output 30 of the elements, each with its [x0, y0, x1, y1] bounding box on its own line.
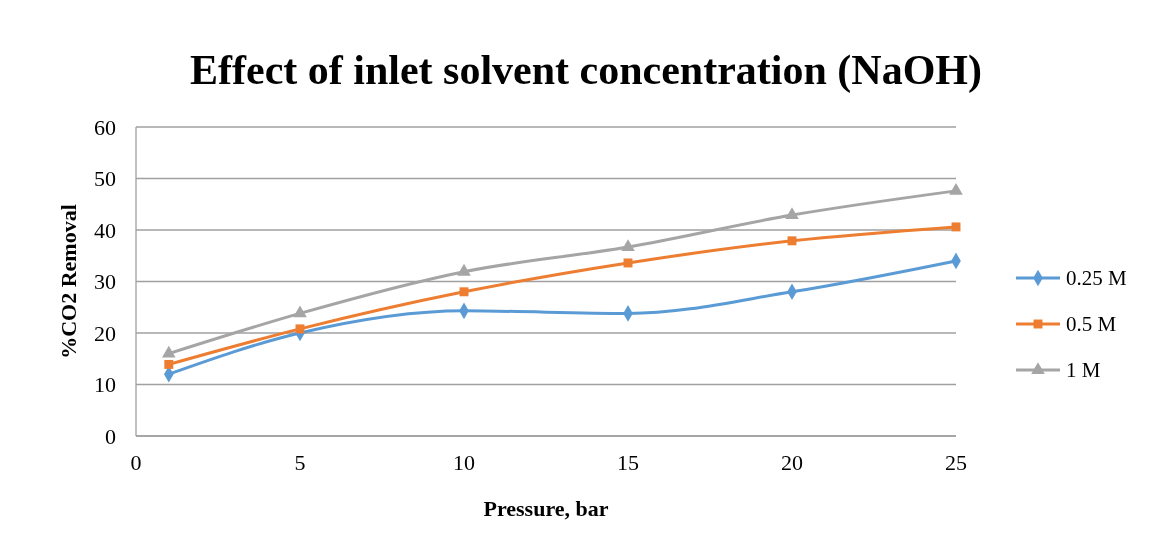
y-tick-label: 30 — [94, 269, 116, 295]
y-tick-label: 60 — [94, 114, 116, 140]
y-tick-label: 50 — [94, 166, 116, 192]
point — [621, 239, 635, 251]
point — [623, 258, 633, 268]
point — [164, 359, 174, 369]
y-tick-label: 40 — [94, 217, 116, 243]
legend-label: 1 M — [1066, 358, 1101, 383]
x-tick-label: 25 — [945, 450, 967, 475]
legend-label: 0.25 M — [1066, 266, 1127, 291]
y-tick-label: 0 — [105, 423, 116, 449]
y-tick-label: 20 — [94, 320, 116, 346]
x-tick-label: 0 — [130, 450, 142, 475]
x-tick-label: 10 — [453, 450, 475, 475]
point — [949, 183, 963, 195]
point — [787, 236, 797, 246]
point — [459, 287, 469, 297]
x-tick-label: 20 — [781, 450, 803, 475]
point — [295, 324, 305, 334]
point — [951, 222, 961, 232]
y-tick-label: 10 — [94, 372, 116, 398]
chart-title: Effect of inlet solvent concentration (NaOH) — [190, 47, 982, 94]
legend-label: 0.5 M — [1066, 312, 1117, 337]
point — [785, 207, 799, 219]
point — [293, 305, 307, 318]
y-axis-title: %CO2 Removal — [56, 204, 81, 359]
x-axis-title: Pressure, bar — [483, 496, 609, 521]
x-tick-label: 15 — [617, 450, 639, 475]
x-tick-label: 5 — [294, 450, 306, 475]
point — [457, 263, 471, 276]
